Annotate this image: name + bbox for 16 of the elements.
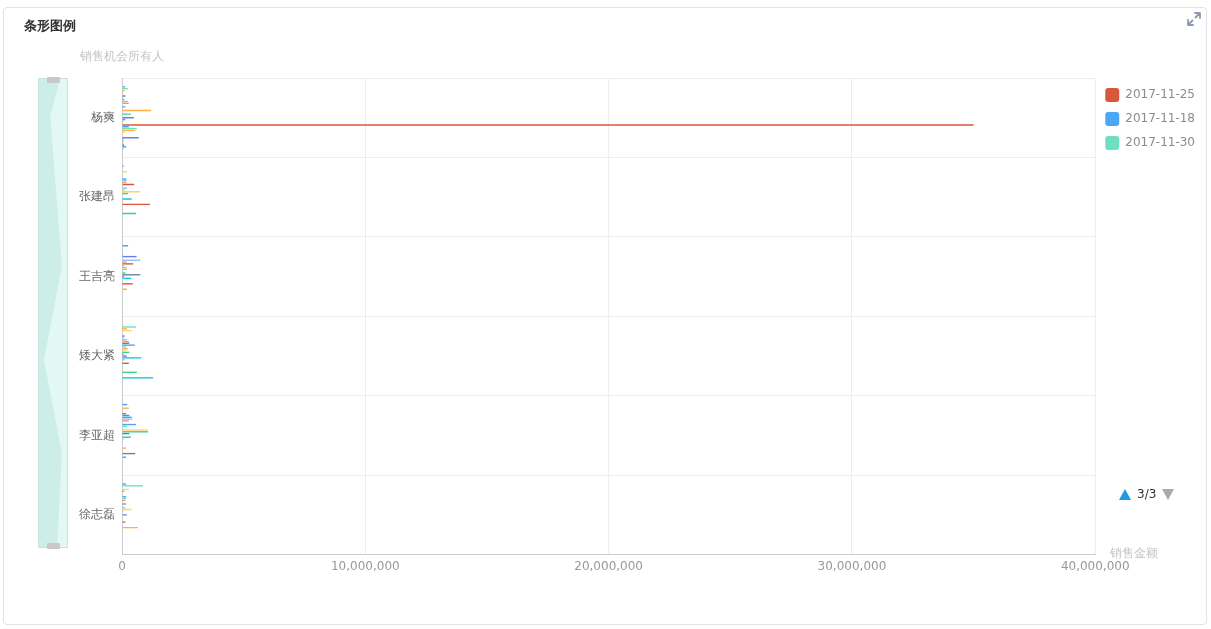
x-tick-label: 40,000,000 [1060,558,1130,573]
x-tick-label: 30,000,000 [817,558,887,573]
legend-label: 2017-11-30 [1125,135,1196,150]
x-tick-label: 0 [118,558,126,573]
y-tick-label: 杨爽 [90,109,115,124]
legend-label: 2017-11-25 [1125,87,1196,102]
legend-label: 2017-11-18 [1125,111,1196,126]
y-tick-label: 矮大紧 [79,348,115,363]
chart-title: 条形图例 [24,17,76,35]
x-tick-label: 20,000,000 [574,558,643,573]
x-tick-label: 10,000,000 [330,558,400,573]
y-tick-label: 王吉亮 [79,268,115,283]
text: 3/3 [1137,487,1157,501]
y-tick-label: 徐志磊 [79,507,115,522]
y-tick-label: 张建昂 [79,189,115,204]
y-tick-label: 李亚超 [79,427,115,442]
